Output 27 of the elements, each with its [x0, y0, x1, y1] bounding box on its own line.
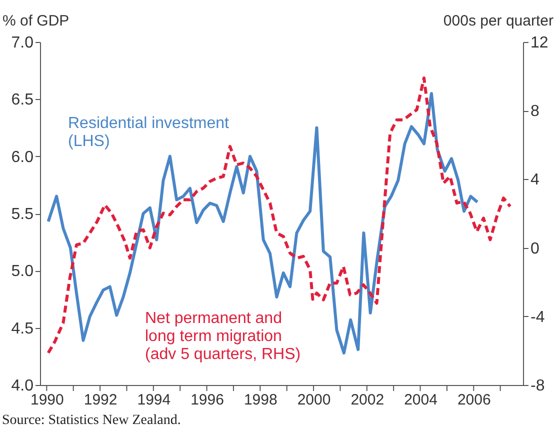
series-label: Residential investment (LHS) — [68, 115, 230, 150]
x-tick-label: 1990 — [30, 392, 64, 408]
y-tick-label: 5.0 — [11, 263, 34, 280]
y-tick-label: 5.5 — [11, 206, 34, 223]
y2-tick-label: -4 — [530, 308, 545, 326]
y-tick-label: 7.0 — [11, 34, 34, 52]
x-tick-label: 1994 — [137, 392, 171, 408]
y-tick-label: 6.5 — [11, 92, 34, 109]
x-tick-label: 2006 — [457, 392, 491, 408]
y-axis-title: % of GDP — [2, 12, 70, 30]
y2-axis-title: 000s per quarter — [443, 12, 554, 30]
x-tick-label: 1992 — [84, 392, 118, 408]
y2-tick-label: 8 — [530, 103, 540, 120]
y2-tick-label: 12 — [530, 34, 548, 52]
y2-tick-label: 0 — [530, 240, 540, 258]
source-note: Source: Statistics New Zealand. — [2, 413, 181, 428]
x-tick-label: 2004 — [404, 392, 438, 408]
y-tick-label: 4.0 — [11, 378, 34, 394]
y2-tick-label: -8 — [530, 378, 545, 394]
x-tick-label: 2000 — [297, 392, 331, 408]
x-tick-label: 1998 — [244, 392, 278, 408]
x-tick-label: 2002 — [350, 392, 384, 408]
series-label: Net permanent and long term migration (adv 5 quarters, RHS) — [145, 310, 301, 363]
y2-tick-label: 4 — [530, 172, 540, 189]
y-tick-label: 4.5 — [11, 320, 34, 338]
x-tick-label: 1996 — [190, 392, 224, 408]
y-tick-label: 6.0 — [11, 148, 34, 166]
